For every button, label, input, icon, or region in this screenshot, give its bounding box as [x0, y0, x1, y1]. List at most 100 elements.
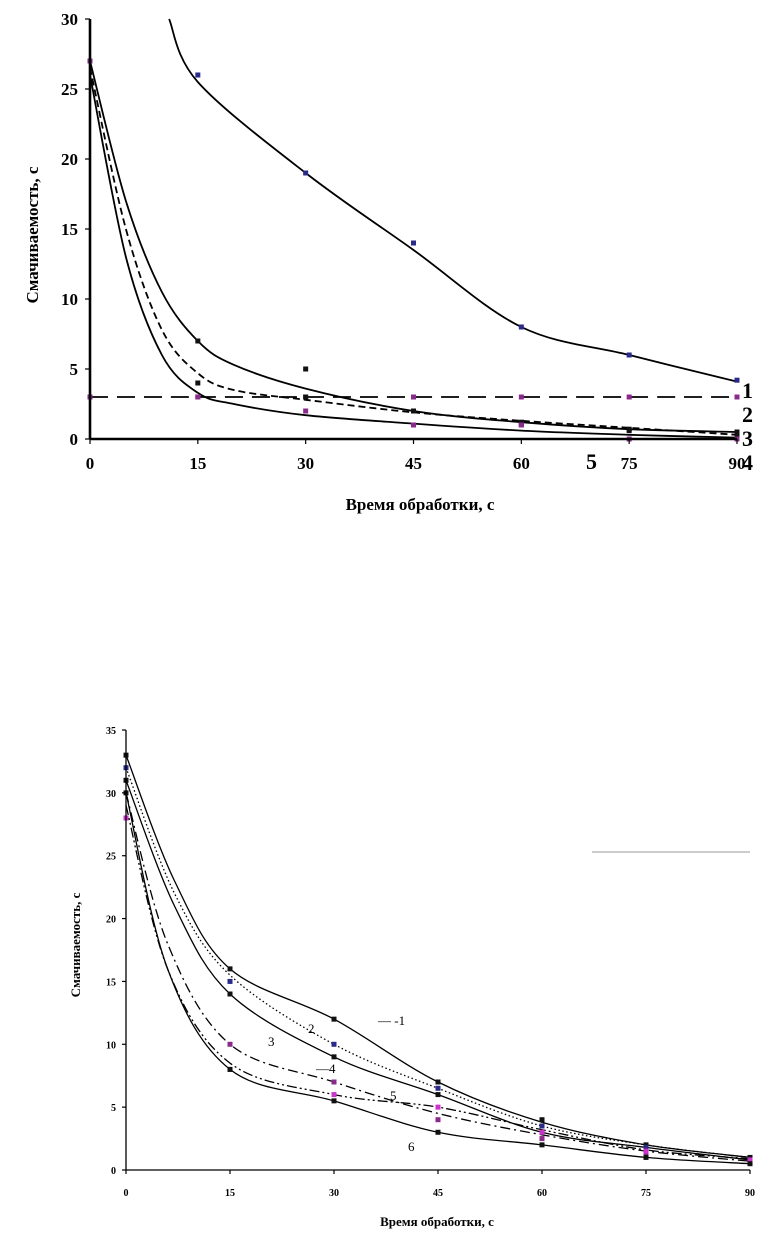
y-tick-label: 30 — [61, 10, 78, 29]
series-6-point — [227, 1066, 233, 1072]
x-tick-label: 90 — [745, 1188, 755, 1199]
series-5-point — [643, 1148, 649, 1154]
series-1-point — [411, 240, 416, 246]
y-tick-label: 25 — [106, 852, 116, 863]
series-2-point — [643, 1144, 649, 1150]
series-2-point — [227, 978, 233, 984]
top-axes — [85, 18, 738, 444]
series-5-point — [411, 422, 416, 428]
series-5-point — [303, 408, 309, 414]
series-3-label: 3 — [268, 1034, 275, 1049]
series-1-label: 1 — [742, 378, 753, 403]
series-4-point — [518, 419, 524, 425]
series-3-point — [331, 1054, 337, 1060]
top-tick-labels: 0 15 30 45 60 75 90 0 5 10 15 20 25 30 — [61, 10, 746, 473]
y-tick-label: 10 — [61, 290, 78, 309]
x-tick-label: 15 — [225, 1188, 235, 1199]
x-tick-label: 60 — [537, 1188, 547, 1199]
x-tick-label: 0 — [124, 1188, 129, 1199]
series-4-point — [734, 433, 740, 439]
series-4-line — [125, 792, 751, 1162]
series-2-line — [125, 767, 751, 1159]
series-3-point — [227, 991, 233, 997]
x-tick-label: 15 — [189, 454, 206, 473]
x-tick-label: 60 — [513, 454, 530, 473]
y-tick-label: 5 — [111, 1103, 116, 1114]
y-tick-label: 0 — [70, 430, 79, 449]
series-1-point — [227, 966, 233, 972]
series-5-point — [747, 1157, 753, 1163]
series-5-line — [89, 74, 738, 439]
series-4-point — [643, 1152, 649, 1158]
series-6-point — [331, 1098, 337, 1104]
series-5-point — [331, 1092, 337, 1098]
series-1-point — [435, 1079, 441, 1085]
series-3-point — [734, 429, 740, 435]
series-6-point — [539, 1142, 545, 1148]
series-1-point — [747, 1154, 753, 1160]
series-4-point — [303, 394, 309, 400]
series-5-point — [195, 394, 201, 400]
series-1-point — [518, 324, 524, 330]
bottom-points — [123, 752, 753, 1167]
top-x-axis-title: Время обработки, с — [346, 495, 495, 514]
series-5-point — [539, 1129, 545, 1135]
bottom-x-axis-title: Время обработки, с — [380, 1214, 494, 1229]
x-tick-label: 30 — [329, 1188, 339, 1199]
top-curves — [89, 18, 738, 439]
series-2-point — [331, 1041, 337, 1047]
series-6-line — [125, 792, 751, 1165]
x-tick-label: 30 — [297, 454, 314, 473]
series-2-point — [518, 394, 524, 400]
series-6-point — [747, 1161, 753, 1167]
series-3-point — [303, 366, 309, 372]
y-tick-label: 35 — [106, 726, 116, 737]
series-2-label: 2 — [308, 1021, 315, 1036]
series-1-point — [539, 1117, 545, 1123]
bottom-curve-labels: — -1 2 3 —4 5 6 — [268, 1013, 415, 1154]
series-3-line — [89, 60, 738, 433]
series-4-label: 4 — [742, 450, 753, 475]
series-2-point — [435, 1085, 441, 1091]
series-2-point — [734, 394, 740, 400]
series-1-point — [331, 1016, 337, 1022]
series-2-point — [626, 394, 632, 400]
series-1-label: — -1 — [377, 1013, 405, 1028]
series-4-point — [626, 428, 632, 434]
series-5-label: 5 — [390, 1088, 397, 1103]
series-5-point — [435, 1104, 441, 1110]
x-tick-label: 75 — [641, 1188, 651, 1199]
series-3-label: 3 — [742, 426, 753, 451]
y-tick-label: 0 — [111, 1166, 116, 1177]
y-tick-label: 20 — [106, 915, 116, 926]
series-1-line — [168, 18, 738, 383]
series-4-point — [331, 1079, 337, 1085]
top-y-axis-title: Смачиваемость, с — [23, 166, 42, 303]
series-1-point — [734, 377, 740, 383]
bottom-curves — [125, 754, 751, 1165]
y-tick-label: 20 — [61, 150, 78, 169]
y-tick-label: 15 — [106, 977, 116, 988]
series-6-label: 6 — [408, 1139, 415, 1154]
series-1-line — [125, 754, 751, 1159]
series-4-label: —4 — [315, 1061, 336, 1076]
y-tick-label: 25 — [61, 80, 78, 99]
x-tick-label: 45 — [433, 1188, 443, 1199]
y-tick-label: 5 — [70, 360, 79, 379]
series-4-point — [435, 1117, 441, 1123]
series-5-point — [518, 422, 524, 428]
series-1-point — [195, 72, 201, 78]
y-tick-label: 15 — [61, 220, 78, 239]
series-1-point — [303, 170, 309, 176]
x-tick-label: 75 — [621, 454, 638, 473]
series-2-point — [539, 1123, 545, 1129]
series-3-line — [125, 780, 751, 1161]
x-tick-label: 0 — [86, 454, 95, 473]
series-4-point — [411, 408, 416, 414]
x-tick-label: 45 — [405, 454, 422, 473]
series-1-point — [626, 352, 632, 358]
